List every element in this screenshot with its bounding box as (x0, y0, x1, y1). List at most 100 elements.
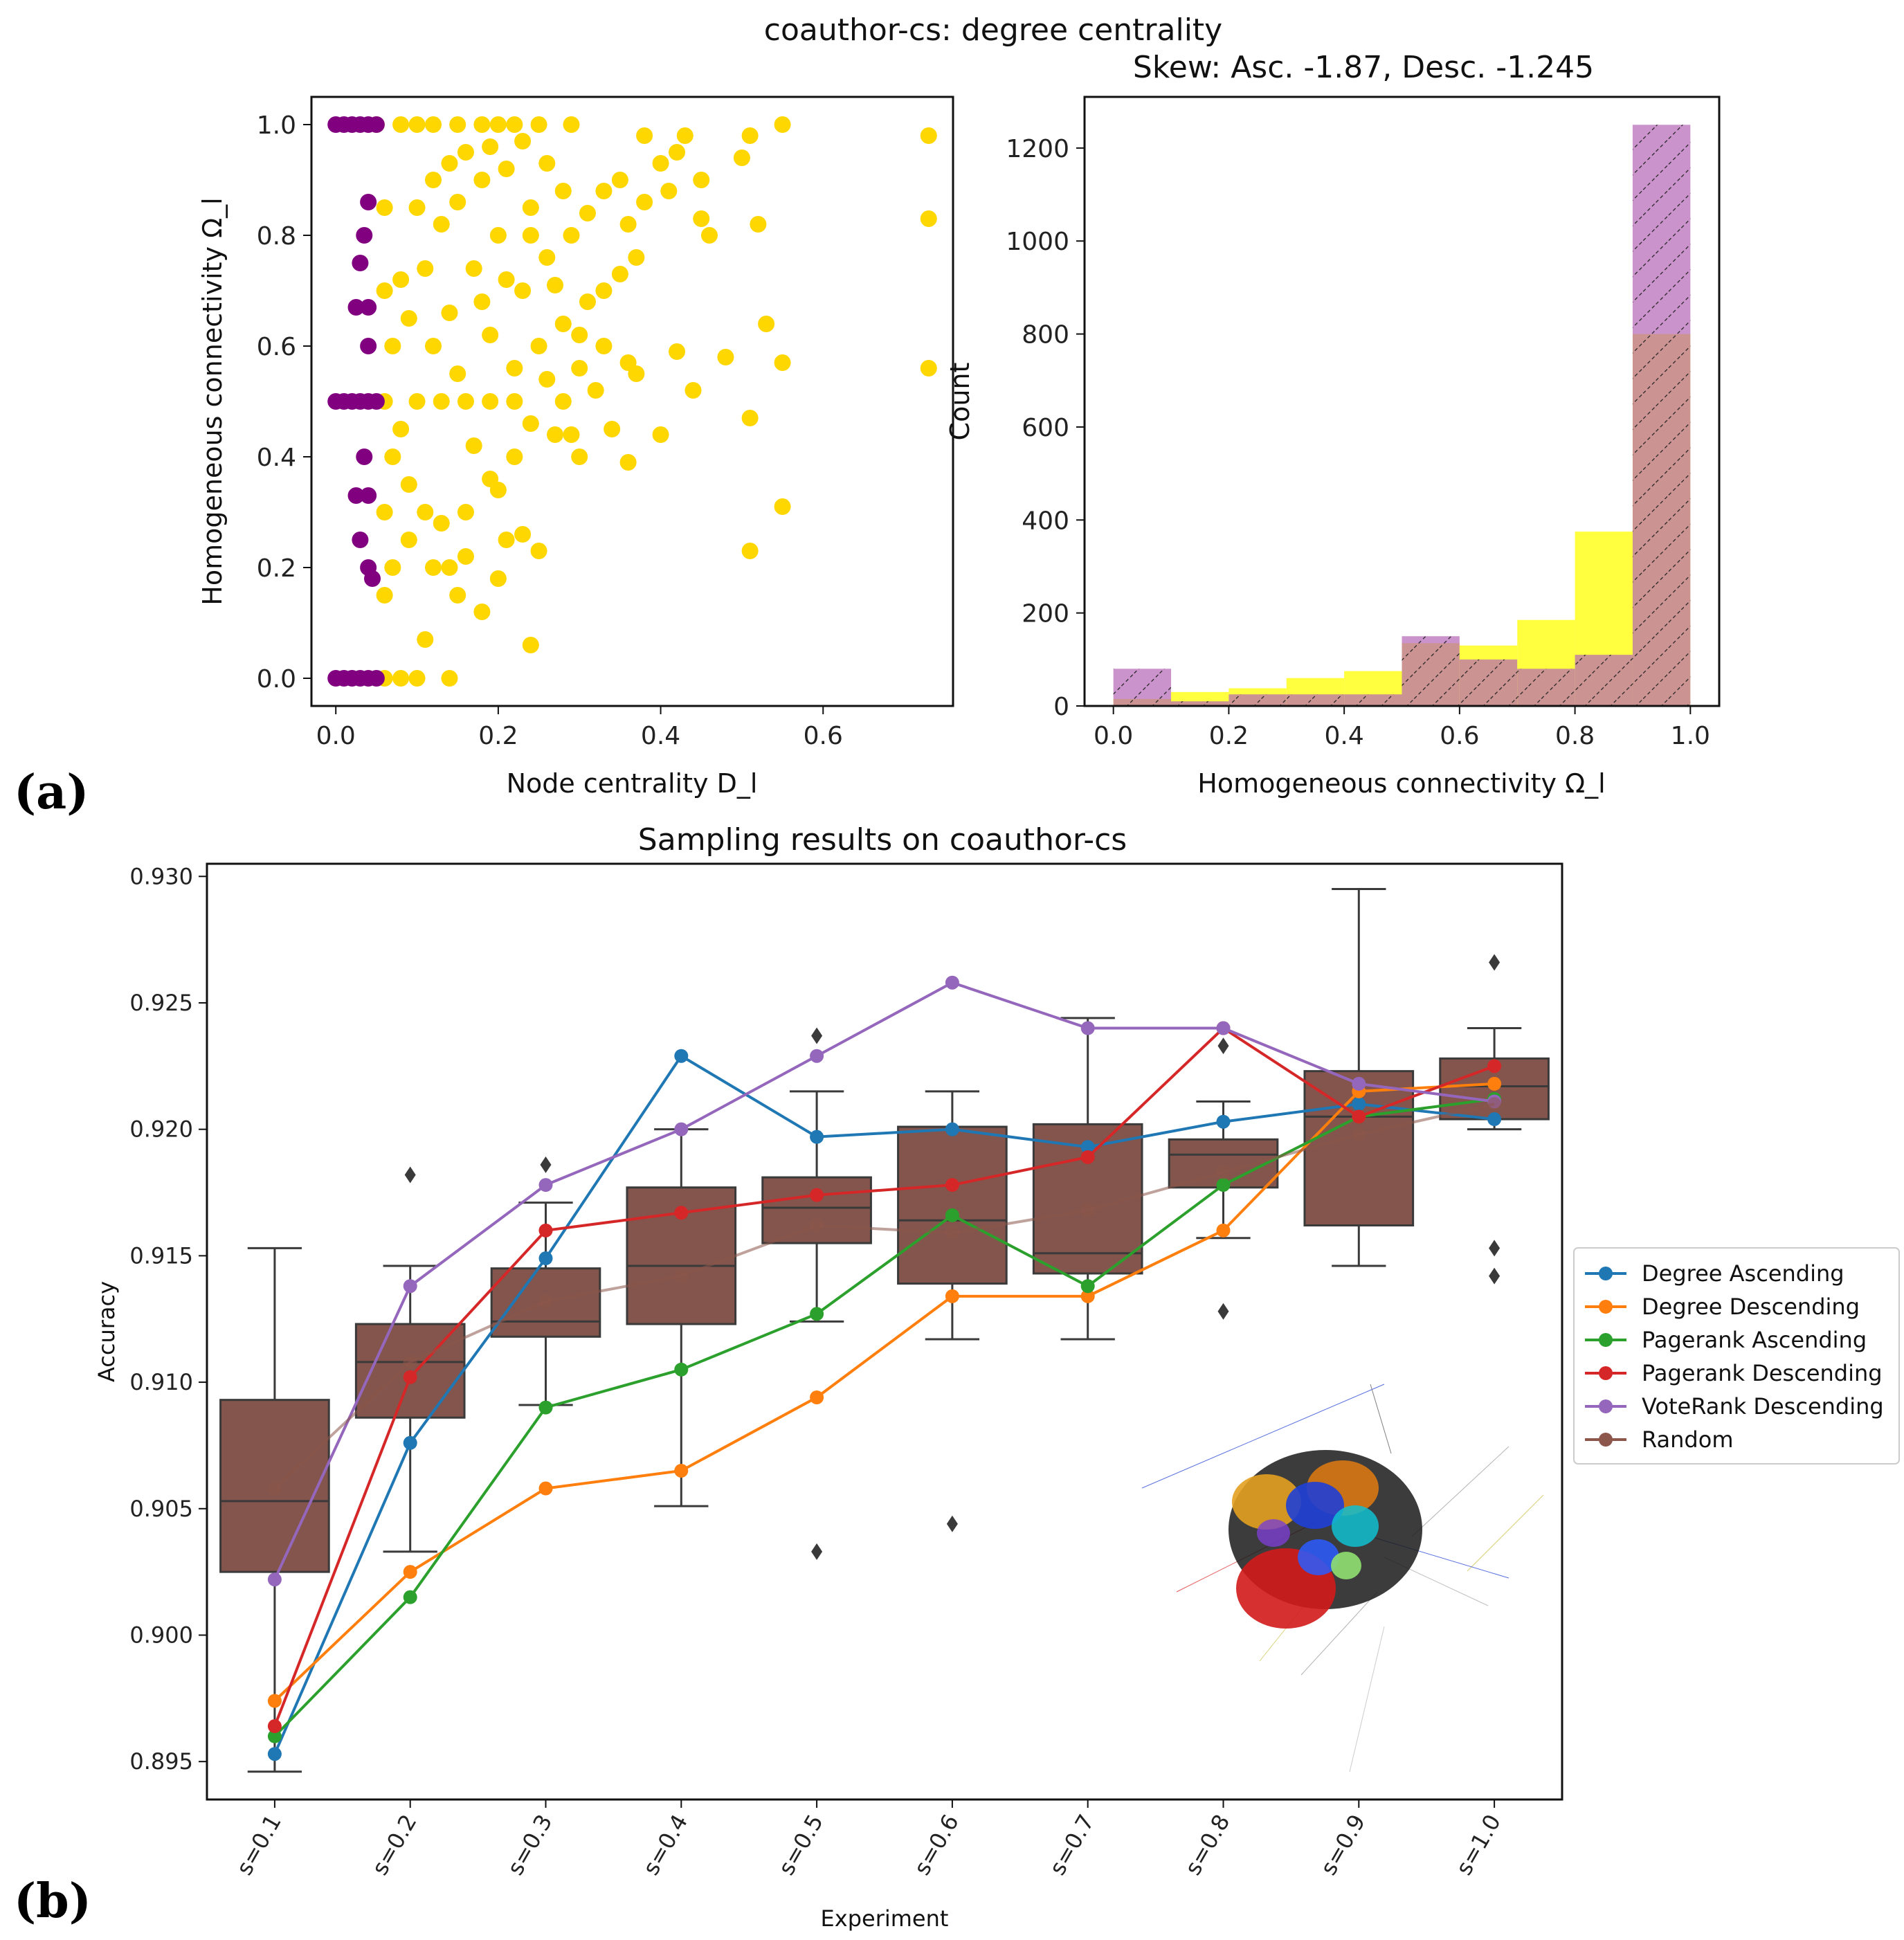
scatter-point-yellow (554, 393, 572, 410)
hist-ytick-label: 1200 (1006, 135, 1069, 163)
scatter-point-yellow (628, 249, 645, 266)
scatter-xlabel: Node centrality D_l (507, 768, 758, 799)
scatter-point-yellow (400, 532, 417, 548)
scatter-point-yellow (684, 382, 702, 399)
box-flier (811, 1543, 823, 1560)
scatter-ytick-label: 0.0 (257, 665, 296, 693)
scatter-point-yellow (506, 393, 523, 410)
scatter-point-yellow (506, 116, 523, 133)
sampling-chart: Sampling results on coauthor-cs (93, 822, 1900, 1932)
scatter-point-yellow (473, 293, 491, 310)
scatter-point-yellow (457, 504, 474, 520)
box-flier (404, 1166, 416, 1184)
scatter-point-purple (368, 670, 385, 687)
scatter-point-yellow (750, 216, 767, 233)
scatter-point-yellow (611, 172, 628, 188)
scatter-point-yellow (741, 543, 759, 559)
scatter-point-purple (368, 116, 385, 133)
scatter-point-purple (360, 299, 377, 316)
sampling-ytick-label: 0.900 (129, 1622, 193, 1648)
scatter-point-yellow (628, 365, 645, 382)
series-point-pagerank-descending (810, 1188, 824, 1202)
sampling-xtick-label: s=0.8 (1179, 1810, 1235, 1880)
sampling-ylabel: Accuracy (93, 1281, 120, 1382)
series-point-pagerank-descending (267, 1719, 282, 1734)
scatter-point-yellow (636, 127, 653, 144)
scatter-point-purple (352, 255, 369, 271)
scatter-point-yellow (920, 360, 937, 377)
histogram-xlabel: Homogeneous connectivity Ω_l (1197, 768, 1605, 799)
scatter-chart: coauthor-cs: degree centrality 0.0 0.2 0.4… (197, 12, 1222, 799)
scatter-point-yellow (425, 172, 442, 188)
series-point-degree-descending (810, 1390, 824, 1405)
box-flier (1489, 1267, 1500, 1285)
series-point-random (945, 1226, 959, 1240)
scatter-point-yellow (408, 116, 426, 133)
series-line-pagerank-ascending (273, 1097, 1495, 1738)
series-point-degree-ascending (1487, 1112, 1502, 1127)
series-point-random (1352, 1127, 1366, 1141)
hist-bar-hatch (1632, 125, 1691, 706)
box-flier (1489, 1240, 1500, 1257)
scatter-point-yellow (920, 210, 937, 227)
legend-label: Random (1642, 1426, 1733, 1453)
series-point-pagerank-ascending (538, 1400, 553, 1415)
scatter-point-yellow (433, 515, 450, 532)
hist-xtick-label: 0.4 (1325, 722, 1364, 750)
scatter-point-yellow (457, 393, 474, 410)
series-point-degree-descending (1080, 1289, 1095, 1303)
sampling-legend: Degree Ascending Degree Descending Pageran… (1573, 1247, 1900, 1465)
scatter-point-yellow (741, 410, 759, 426)
series-point-degree-ascending (1216, 1114, 1231, 1129)
series-point-degree-descending (945, 1289, 959, 1303)
scatter-point-yellow (693, 210, 710, 227)
scatter-point-yellow (538, 249, 556, 266)
sampling-title: Sampling results on coauthor-cs (638, 822, 1127, 858)
scatter-point-yellow (547, 277, 564, 293)
series-point-pagerank-descending (1352, 1109, 1366, 1124)
series-line-degree-ascending (273, 1054, 1495, 1755)
scatter-point-yellow (563, 227, 580, 244)
legend-box (1573, 1247, 1900, 1465)
series-point-random (267, 1481, 282, 1496)
hist-bar-hatch (1228, 694, 1287, 706)
series-point-random (538, 1294, 553, 1309)
scatter-point-yellow (425, 338, 442, 354)
scatter-ytick-label: 1.0 (257, 111, 296, 140)
scatter-point-yellow (774, 354, 791, 371)
scatter-point-yellow (489, 116, 507, 133)
series-line-pagerank-descending (273, 1026, 1495, 1727)
scatter-point-yellow (514, 526, 532, 543)
scatter-point-yellow (636, 194, 653, 210)
hist-bar-hatch (1286, 694, 1345, 706)
series-point-pagerank-descending (1487, 1059, 1502, 1073)
scatter-point-yellow (408, 670, 426, 687)
scatter-xtick-label: 0.4 (641, 722, 680, 750)
scatter-suptitle: coauthor-cs: degree centrality (764, 12, 1222, 48)
scatter-point-yellow (758, 316, 775, 332)
scatter-point-yellow (571, 360, 588, 377)
series-point-pagerank-ascending (403, 1590, 417, 1604)
series-point-pagerank-ascending (945, 1208, 959, 1222)
box-flier (1217, 1303, 1229, 1320)
scatter-points (327, 116, 937, 687)
scatter-point-yellow (538, 371, 556, 388)
scatter-ytick-label: 0.4 (257, 444, 296, 472)
scatter-point-yellow (473, 116, 491, 133)
scatter-point-yellow (587, 382, 604, 399)
scatter-point-yellow (669, 343, 686, 360)
box-iqr (761, 1176, 872, 1244)
scatter-point-yellow (489, 227, 507, 244)
series-point-random (1487, 1097, 1502, 1112)
scatter-point-yellow (700, 227, 718, 244)
scatter-point-purple (347, 299, 365, 316)
series-point-random (810, 1218, 824, 1233)
series-point-degree-ascending (538, 1251, 553, 1266)
scatter-point-yellow (741, 127, 759, 144)
scatter-xtick-label: 0.6 (804, 722, 843, 750)
scatter-point-yellow (457, 548, 474, 565)
histogram-chart: Skew: Asc. -1.87, Desc. -1.245 0.0 0.2 0.4… (945, 50, 1721, 799)
scatter-point-purple (360, 338, 377, 354)
series-point-degree-descending (403, 1565, 417, 1579)
